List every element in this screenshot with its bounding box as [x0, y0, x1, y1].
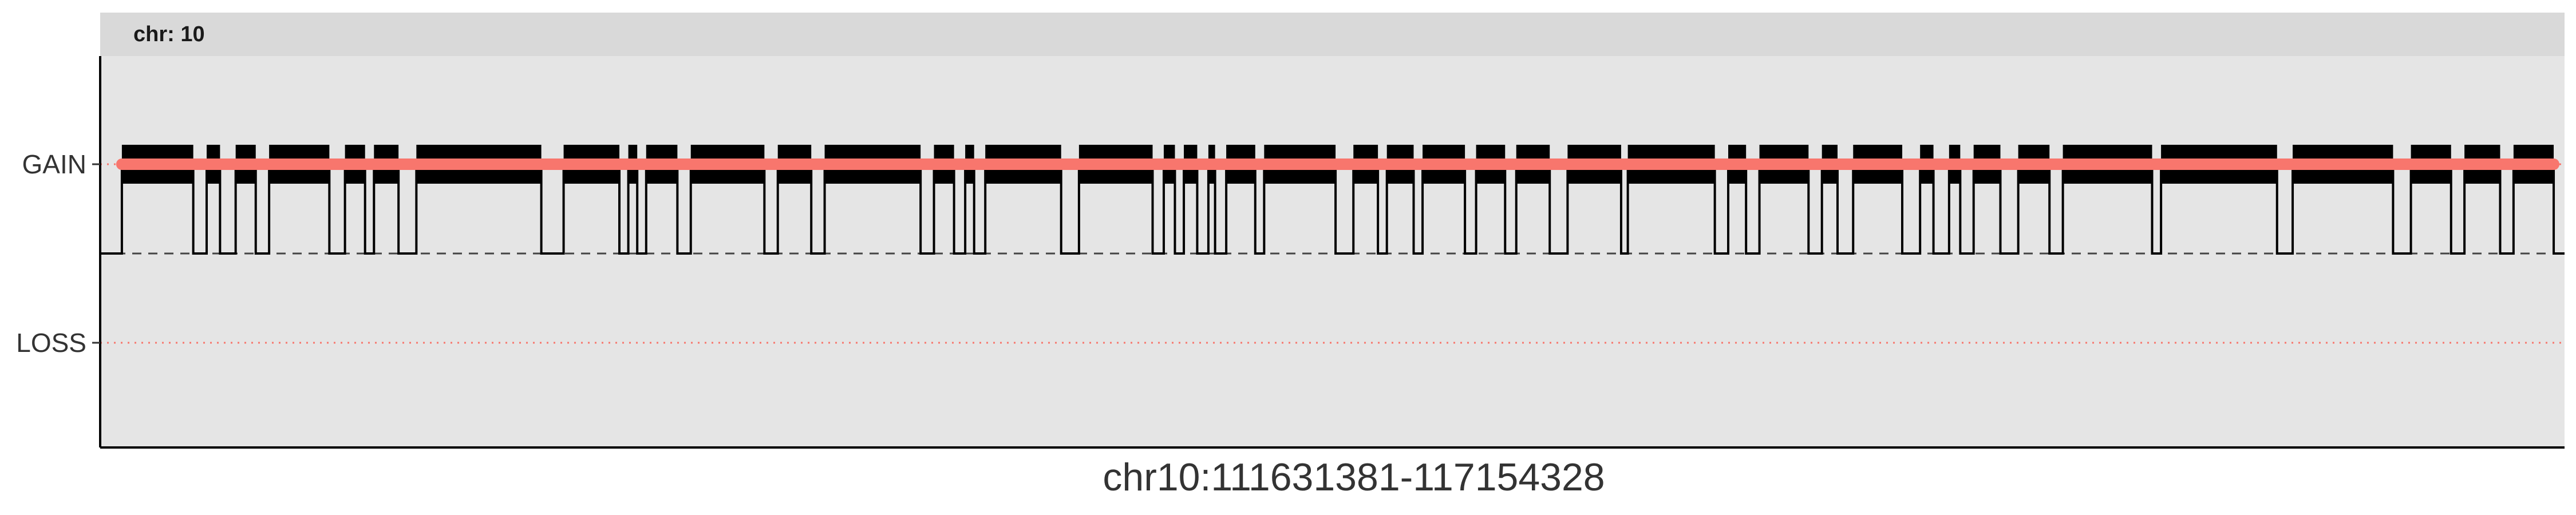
y-tick-label-gain: GAIN [22, 149, 86, 179]
facet-label: chr: 10 [133, 22, 205, 46]
x-axis-label: chr10:111631381-117154328 [1103, 455, 1605, 499]
y-tick-label-loss: LOSS [16, 328, 86, 358]
y-axis-ticks: GAIN LOSS [16, 149, 100, 358]
facet-strip [100, 13, 2565, 56]
plot-panel [100, 56, 2565, 447]
